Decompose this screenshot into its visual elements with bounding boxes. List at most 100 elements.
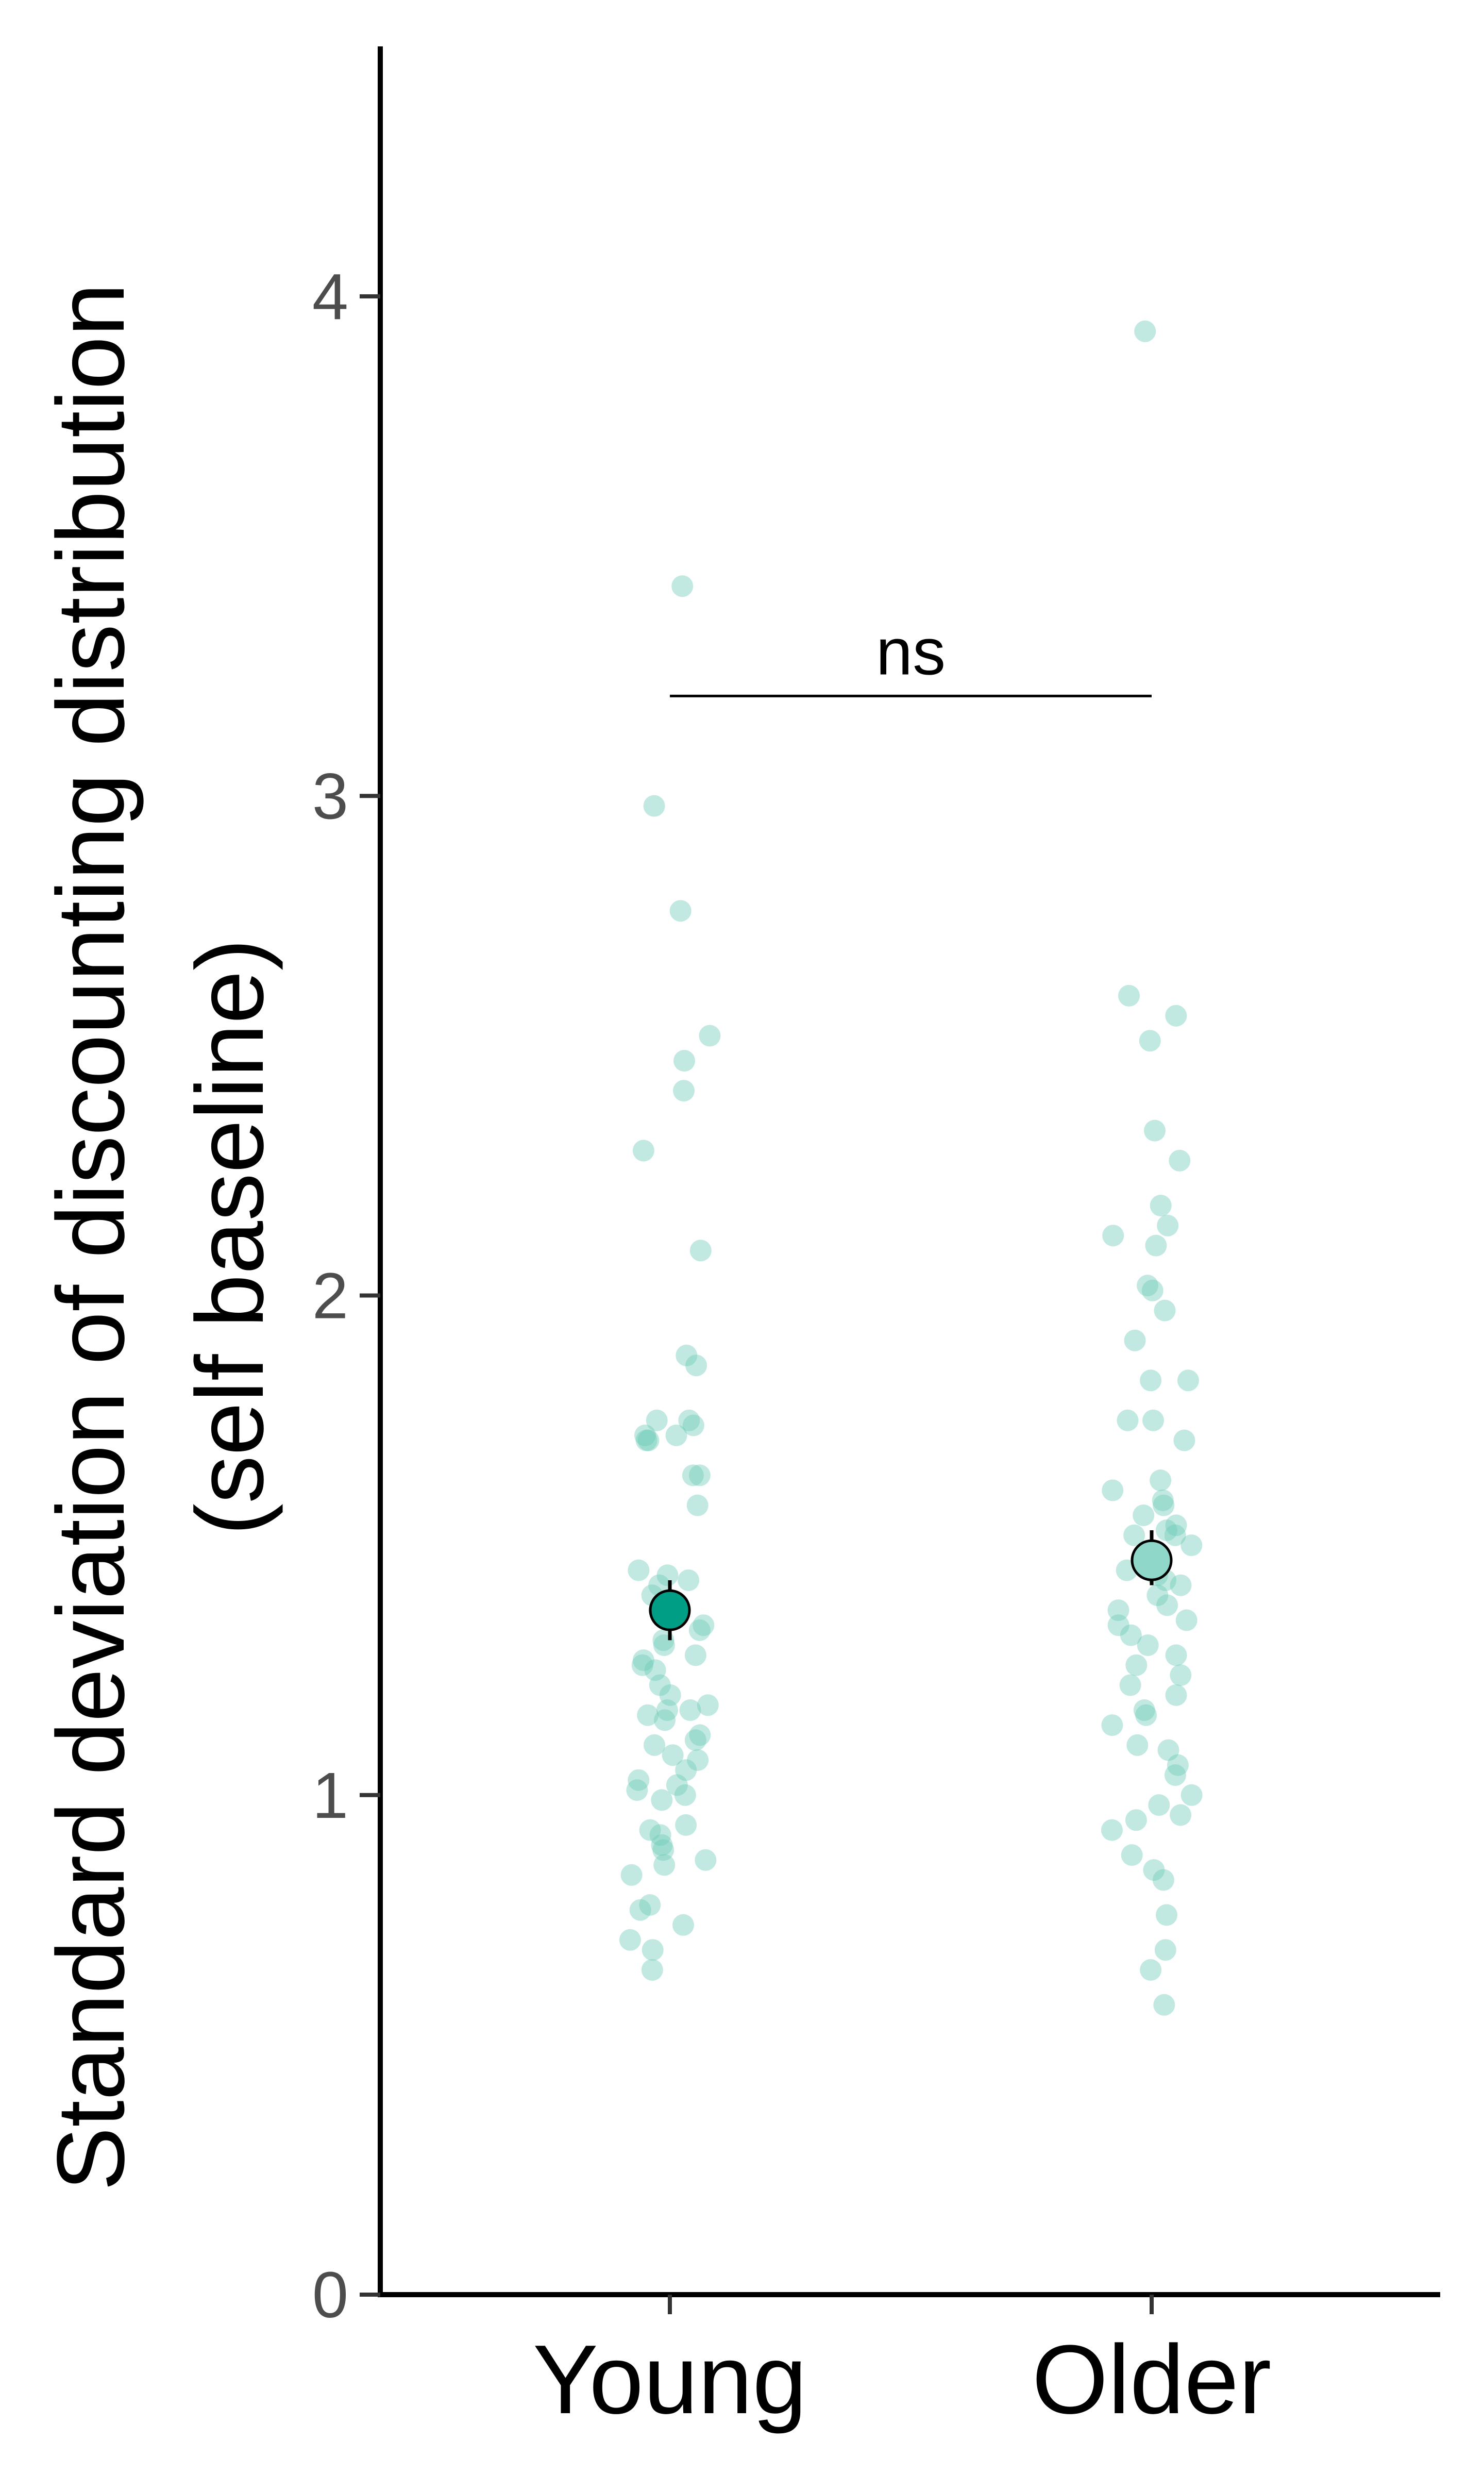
mean-point-young (649, 1589, 691, 1631)
data-point-young (676, 1344, 698, 1366)
y-tick-label: 3 (312, 760, 348, 832)
data-point-young (619, 1929, 641, 1951)
data-point-older (1135, 1704, 1157, 1726)
y-tick-label: 1 (312, 1759, 348, 1832)
data-point-older (1157, 1739, 1179, 1761)
data-point-young (637, 1704, 659, 1726)
data-point-young (665, 1424, 687, 1446)
data-point-young (678, 1409, 700, 1431)
data-point-young (639, 1894, 661, 1916)
significance-label: ns (876, 615, 946, 689)
data-point-young (697, 1694, 719, 1716)
data-point-young (686, 1494, 709, 1516)
data-point-older (1164, 1764, 1186, 1786)
data-point-older (1119, 1674, 1141, 1696)
data-point-young (634, 1424, 656, 1446)
data-point-young (673, 1050, 695, 1072)
data-point-young (689, 1724, 711, 1746)
data-point-older (1145, 1234, 1167, 1257)
x-ticks: Young Older (533, 2295, 1271, 2434)
data-point-older (1165, 1644, 1187, 1666)
data-point-older (1102, 1479, 1124, 1501)
data-point-older (1170, 1664, 1192, 1686)
data-point-older (1170, 1804, 1192, 1826)
data-point-young (684, 1644, 706, 1666)
data-point-young (669, 900, 692, 922)
data-point-older (1107, 1614, 1129, 1636)
data-point-older (1177, 1369, 1199, 1392)
data-point-older (1153, 1494, 1175, 1516)
data-point-young (672, 1914, 694, 1936)
data-point-young (682, 1464, 704, 1486)
data-point-young (652, 1839, 674, 1861)
data-point-older (1133, 1699, 1155, 1721)
data-point-young (653, 1634, 675, 1656)
data-point-older (1169, 1149, 1191, 1172)
data-point-young (682, 1414, 704, 1436)
data-point-older (1137, 1275, 1158, 1297)
data-point-young (628, 1559, 650, 1581)
data-point-young (644, 1659, 666, 1681)
data-point-older (1173, 1429, 1195, 1451)
y-tick-label: 2 (312, 1260, 348, 1332)
data-point-older (1153, 1994, 1175, 2016)
data-point-older (1165, 1005, 1187, 1027)
data-point-young (637, 1429, 660, 1451)
data-point-young (632, 1140, 654, 1162)
y-tick-label: 4 (312, 260, 348, 333)
data-point-young (675, 1759, 697, 1781)
data-point-young (635, 1429, 657, 1451)
data-point-young (649, 1674, 671, 1696)
data-point-young (678, 1569, 700, 1591)
data-point-young (656, 1564, 679, 1586)
data-point-young (687, 1749, 709, 1771)
y-tick-label: 0 (312, 2259, 348, 2331)
data-point-young (651, 1834, 673, 1856)
data-point-older (1156, 1904, 1177, 1926)
data-point-older (1117, 1409, 1139, 1431)
data-point-older (1126, 1734, 1149, 1756)
data-point-young (662, 1744, 684, 1766)
data-point-young (644, 1734, 665, 1756)
data-point-older (1155, 1519, 1177, 1541)
data-point-young (673, 1080, 695, 1102)
data-point-young (684, 1729, 706, 1751)
data-point-older (1152, 1489, 1174, 1511)
data-point-older (1164, 1524, 1186, 1546)
data-point-young (695, 1849, 717, 1871)
data-point-older (1165, 1684, 1187, 1706)
significance-bracket: ns (670, 615, 1152, 697)
data-point-older (1101, 1714, 1123, 1736)
data-point-older (1142, 1409, 1164, 1431)
data-point-older (1146, 1584, 1169, 1607)
data-point-older (1101, 1819, 1123, 1841)
data-point-older (1157, 1214, 1179, 1236)
data-point-older (1134, 320, 1156, 342)
x-tick-label-young: Young (533, 2325, 807, 2434)
data-point-older (1175, 1609, 1198, 1631)
axes (378, 46, 1440, 2297)
data-point-young (685, 1355, 707, 1377)
data-point-young (642, 1939, 664, 1961)
data-point-young (699, 1025, 721, 1047)
data-point-older (1107, 1599, 1129, 1622)
data-point-older (1120, 1624, 1142, 1646)
data-point-older (1118, 984, 1140, 1007)
data-point-older (1154, 1299, 1176, 1322)
data-point-older (1102, 1225, 1124, 1247)
data-point-young (659, 1684, 681, 1706)
data-point-older (1140, 1369, 1162, 1392)
data-point-older (1121, 1844, 1143, 1866)
data-point-older (1140, 1959, 1162, 1981)
data-point-young (628, 1769, 650, 1791)
data-point-older (1154, 1939, 1176, 1961)
data-point-older (1156, 1594, 1178, 1616)
data-point-older (1133, 1505, 1155, 1526)
data-point-older (1124, 1329, 1146, 1351)
data-point-young (675, 1814, 697, 1836)
data-point-older (1144, 1119, 1166, 1142)
data-point-young (631, 1654, 653, 1676)
data-point-young (671, 575, 694, 597)
